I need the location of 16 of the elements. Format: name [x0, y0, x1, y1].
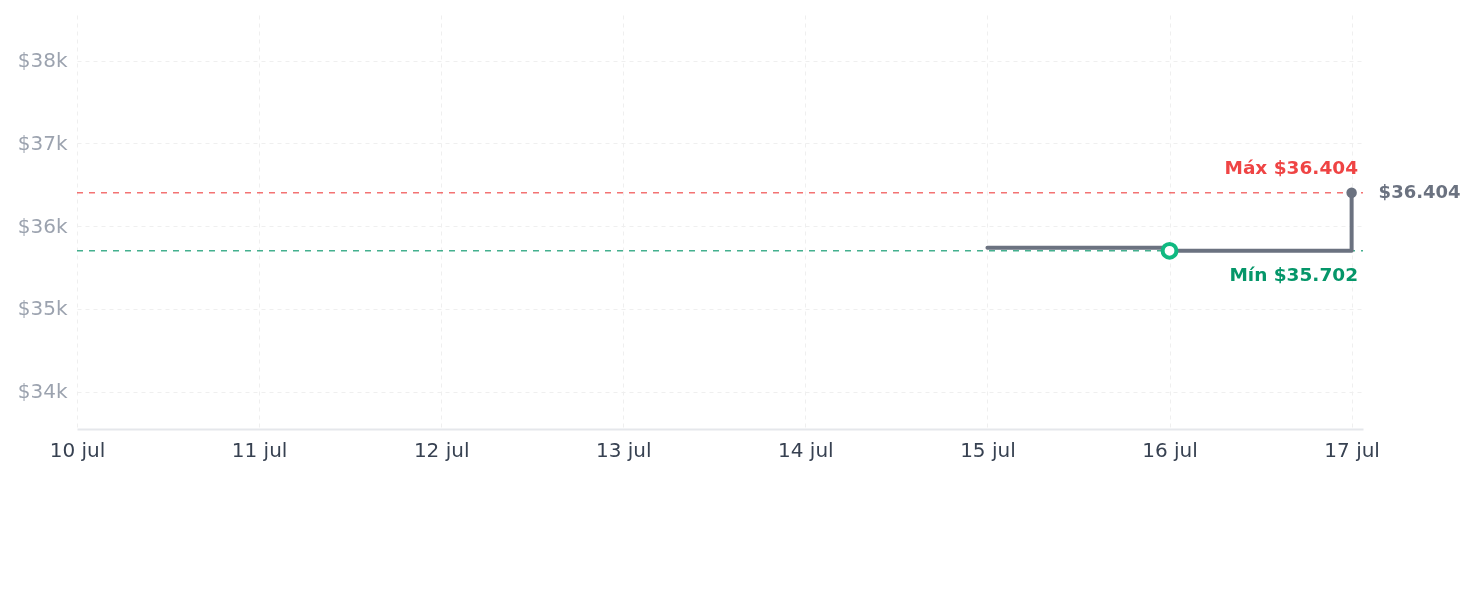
- data-label: $36.404: [1378, 180, 1461, 202]
- x-tick-label: 12 jul: [413, 437, 470, 462]
- y-tick-label: $37k: [17, 130, 68, 155]
- y-tick-label: $38k: [17, 48, 68, 73]
- x-tick-label: 13 jul: [595, 437, 652, 462]
- x-tick-label: 15 jul: [960, 437, 1016, 462]
- x-tick-label: 16 jul: [1142, 437, 1198, 462]
- x-tick-label: 14 jul: [778, 437, 834, 462]
- ref-line-label: Máx $36.404: [1224, 156, 1359, 178]
- x-tick-label: 17 jul: [1324, 437, 1380, 462]
- y-tick-label: $36k: [17, 213, 68, 238]
- x-tick-label: 10 jul: [49, 437, 106, 462]
- x-tick-label: 11 jul: [231, 437, 288, 462]
- y-tick-label: $35k: [17, 296, 68, 321]
- y-tick-label: $34k: [17, 379, 68, 404]
- ref-line-label: Mín $35.702: [1229, 263, 1358, 285]
